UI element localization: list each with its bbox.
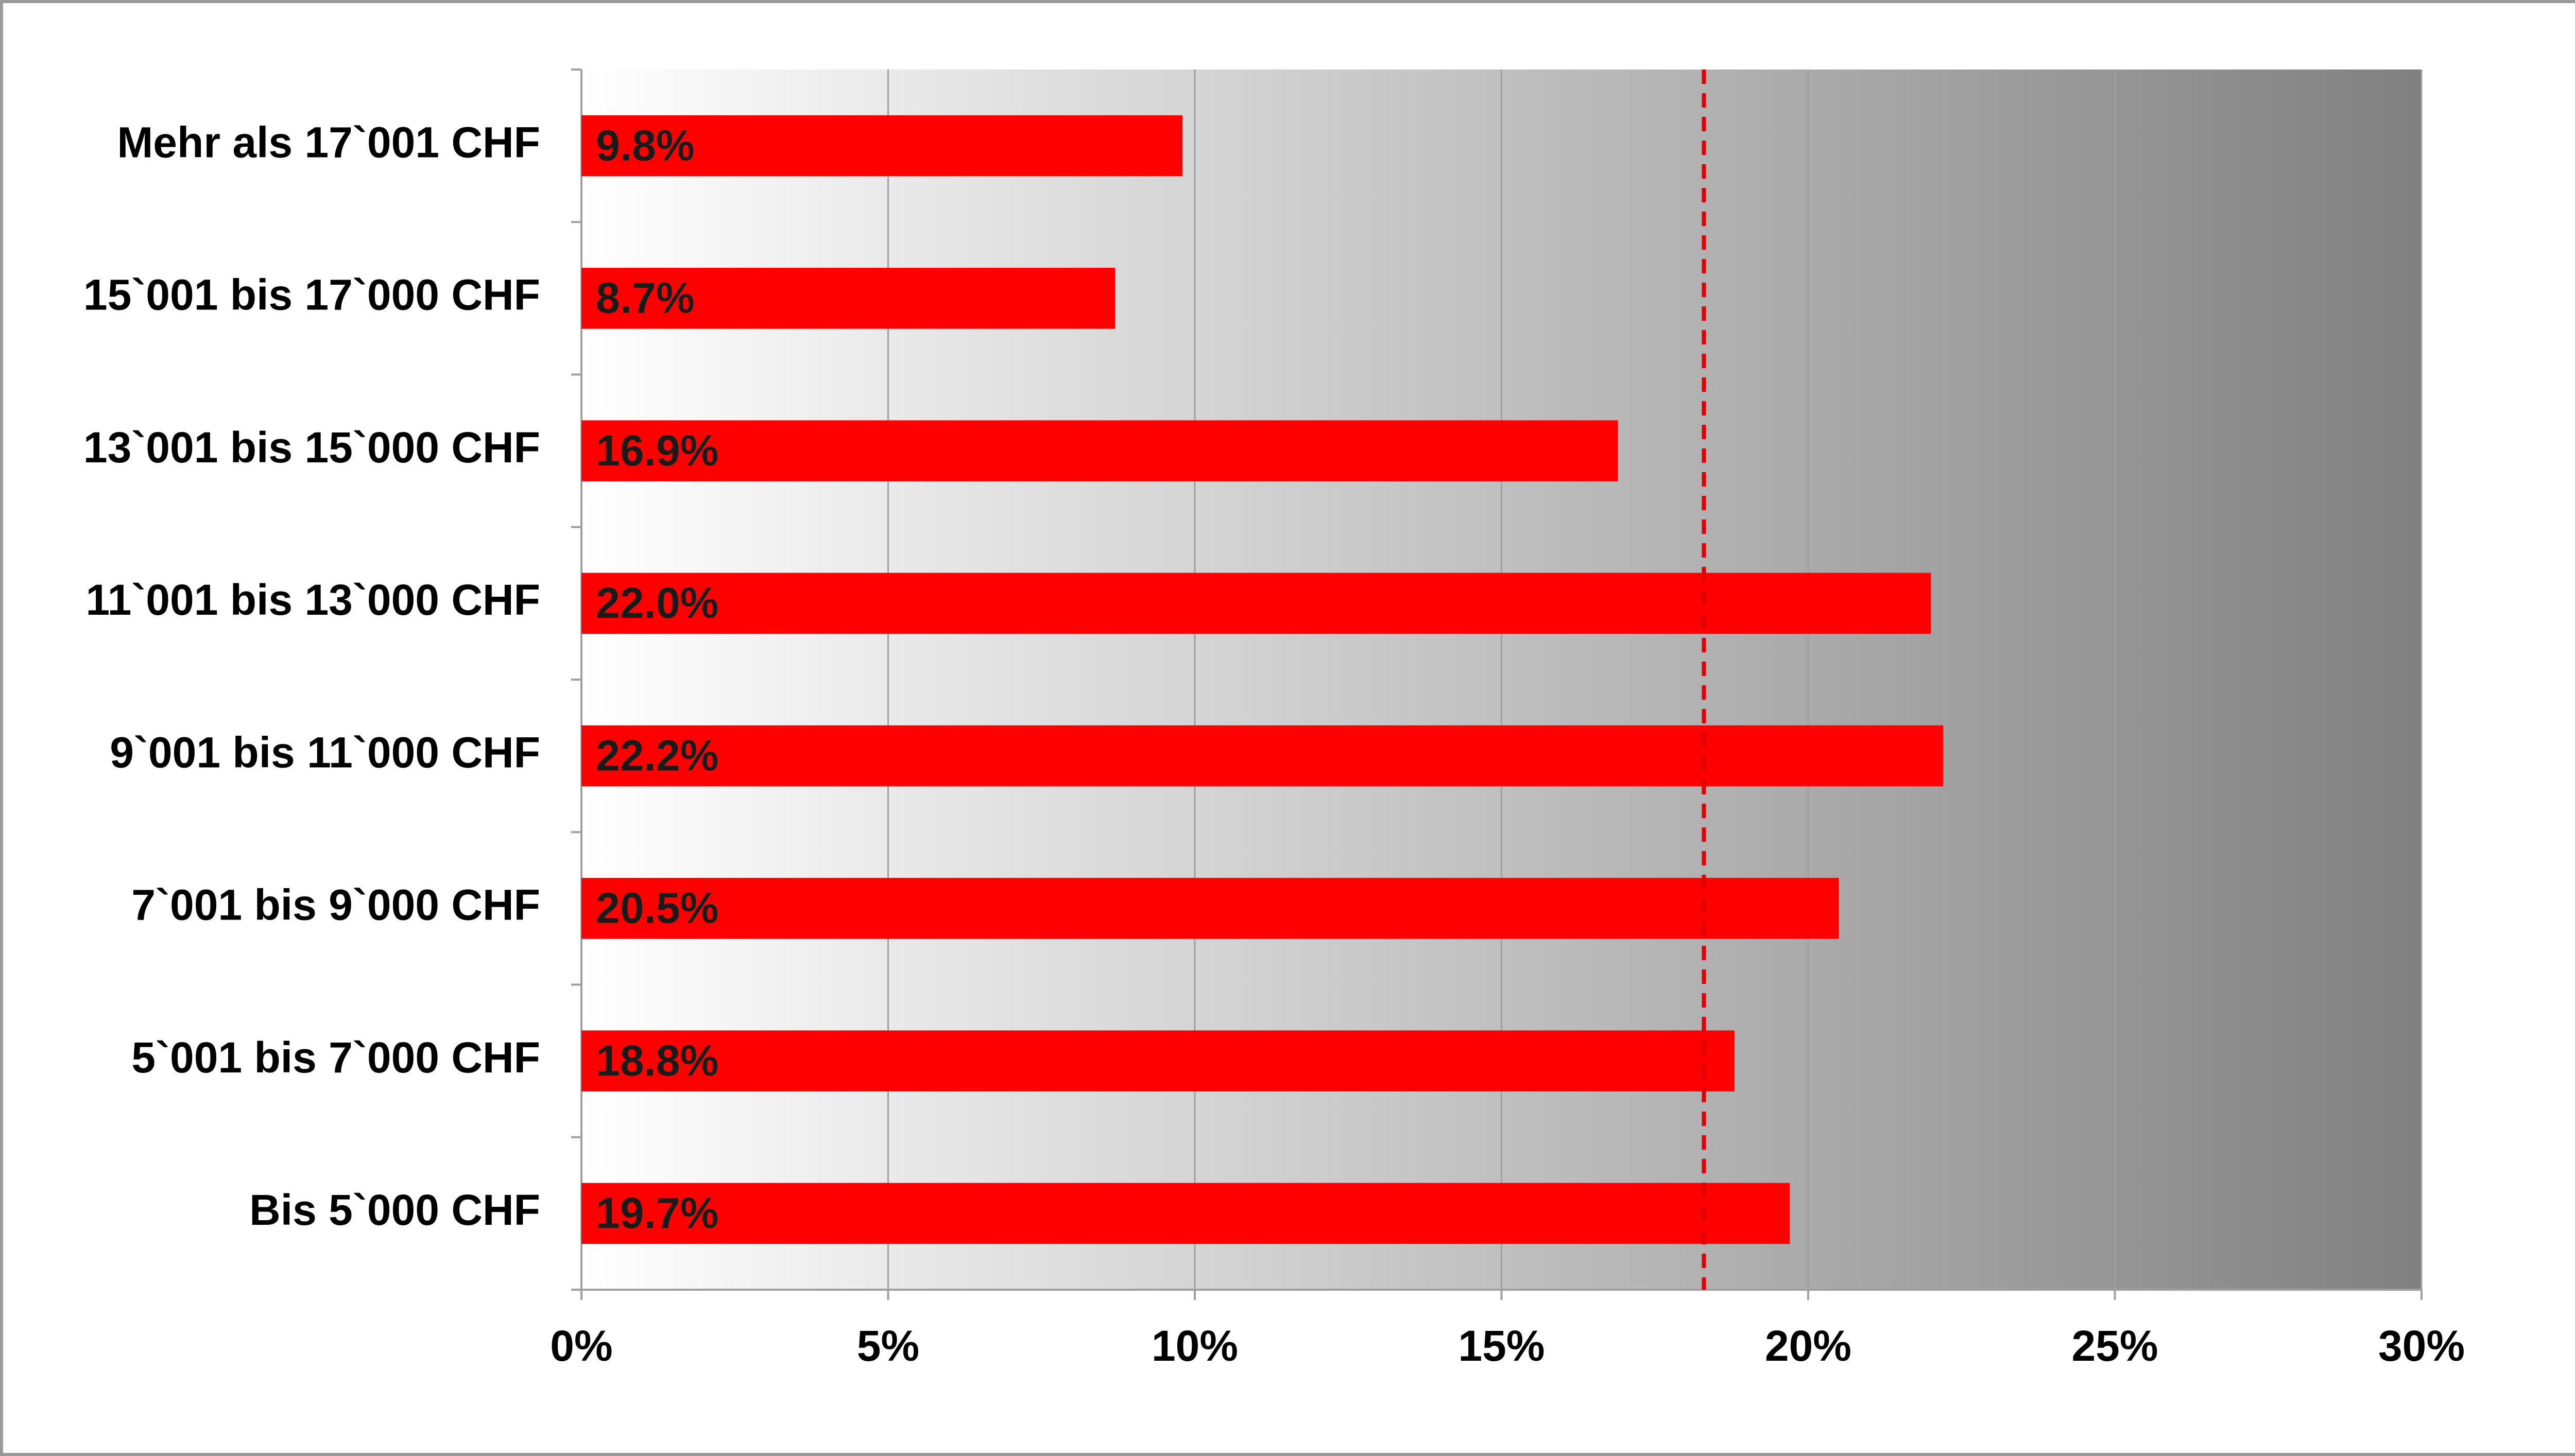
x-tick-label: 30% [2378,1322,2465,1370]
x-tick-label: 5% [857,1322,919,1370]
value-label: 22.2% [596,731,718,779]
value-label: 16.9% [596,426,718,475]
y-tick-label: 7`001 bis 9`000 CHF [131,881,540,929]
value-label: 20.5% [596,884,718,932]
y-tick-label: Mehr als 17`001 CHF [117,118,540,166]
bar [581,1183,1790,1244]
y-tick-label: 13`001 bis 15`000 CHF [83,423,540,472]
bar [581,115,1183,177]
x-tick-label: 15% [1458,1322,1544,1370]
x-tick-label: 25% [2071,1322,2158,1370]
value-label: 22.0% [596,579,718,627]
x-tick-label: 20% [1765,1322,1851,1370]
bar [581,573,1931,634]
bar [581,725,1944,787]
bar [581,878,1839,939]
y-tick-label: 5`001 bis 7`000 CHF [131,1033,540,1082]
y-tick-label: 15`001 bis 17`000 CHF [83,271,540,319]
y-tick-label: 9`001 bis 11`000 CHF [110,728,540,776]
value-label: 19.7% [596,1189,718,1237]
value-label: 18.8% [596,1036,718,1085]
value-label: 9.8% [596,121,694,169]
bar [581,1030,1735,1091]
x-tick-label: 10% [1152,1322,1238,1370]
bar [581,268,1115,329]
x-tick-label: 0% [550,1322,612,1370]
bar [581,420,1618,481]
y-tick-label: 11`001 bis 13`000 CHF [86,576,541,624]
value-label: 8.7% [596,274,694,322]
y-tick-label: Bis 5`000 CHF [249,1186,540,1234]
